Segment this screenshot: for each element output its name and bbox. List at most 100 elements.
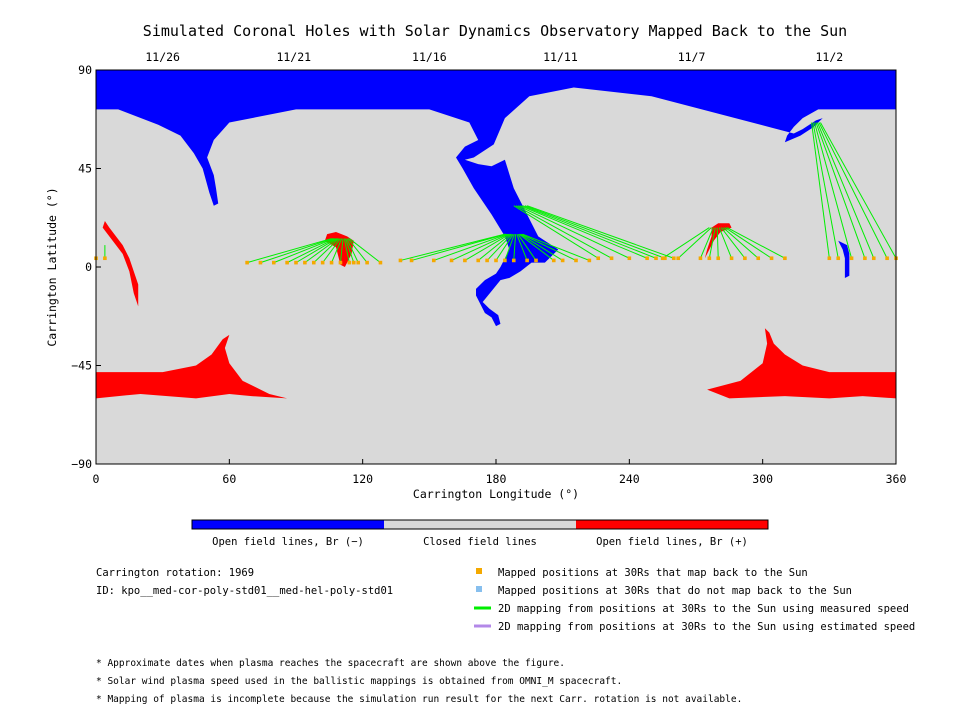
- mapping-line: [273, 238, 335, 264]
- mapped-point: [716, 256, 721, 261]
- legend-marker-square: [476, 568, 482, 574]
- mapped-point: [676, 256, 681, 261]
- date-tick-label: 11/16: [412, 50, 447, 64]
- mapped-point: [587, 258, 592, 263]
- x-tick-label: 60: [222, 472, 236, 486]
- mapping-line: [331, 238, 343, 263]
- date-tick-label: 11/21: [276, 50, 311, 64]
- mapping-line: [708, 227, 716, 259]
- mapped-point: [476, 258, 481, 263]
- mapped-point: [103, 256, 107, 261]
- mapping-line: [677, 227, 712, 259]
- mapped-point: [398, 258, 403, 263]
- open-field-positive-region: [707, 328, 896, 399]
- x-tick-label: 0: [93, 472, 100, 486]
- mapping-line: [699, 227, 714, 259]
- y-axis-label: Carrington Latitude (°): [45, 187, 59, 346]
- date-tick-label: 11/11: [543, 50, 578, 64]
- mapped-point: [351, 260, 356, 265]
- mapped-point: [863, 256, 867, 261]
- mapped-point: [431, 258, 436, 263]
- mapping-line: [345, 238, 355, 263]
- mapping-line: [812, 122, 839, 259]
- open-field-positive-region: [96, 334, 288, 399]
- mapping-line: [400, 233, 506, 261]
- mapping-line: [349, 238, 381, 264]
- mapping-line: [524, 205, 666, 259]
- mapping-line: [260, 238, 333, 264]
- mapping-line: [313, 238, 340, 263]
- y-tick-label: 45: [78, 162, 92, 176]
- mapped-point: [525, 258, 529, 263]
- run-id: ID: kpo__med-cor-poly-std01__med-hel-pol…: [96, 585, 393, 597]
- legend-label: 2D mapping from positions at 30Rs to the…: [498, 603, 909, 615]
- mapping-line: [722, 227, 759, 259]
- mapped-point: [836, 256, 841, 261]
- mapping-line: [718, 227, 733, 259]
- mapping-line: [246, 238, 332, 264]
- mapped-point: [271, 260, 276, 265]
- mapped-point: [245, 260, 249, 265]
- mapping-line: [811, 122, 830, 259]
- mapping-line: [662, 227, 710, 259]
- mapped-point: [849, 256, 854, 261]
- mapped-point: [449, 258, 454, 263]
- mapped-point: [827, 256, 832, 261]
- mapping-line: [517, 233, 537, 261]
- plot-area: [94, 69, 898, 465]
- mapping-line: [411, 233, 507, 261]
- x-axis-label: Carrington Longitude (°): [413, 487, 579, 501]
- mapped-point: [511, 258, 516, 263]
- mapped-point: [560, 258, 565, 263]
- y-tick-label: −90: [71, 457, 92, 471]
- mapped-point: [660, 256, 665, 261]
- mapped-point: [654, 256, 658, 261]
- colorbar-segment: [384, 520, 576, 529]
- date-tick-label: 11/26: [145, 50, 180, 64]
- mapping-line: [520, 205, 648, 259]
- mapping-line: [304, 238, 339, 264]
- mapping-line: [518, 233, 555, 261]
- mapped-point: [347, 260, 352, 265]
- mapping-line: [516, 233, 528, 261]
- mapping-line: [522, 233, 590, 261]
- mapping-line: [818, 122, 888, 259]
- mapped-point: [871, 256, 876, 261]
- open-field-negative-region: [838, 240, 850, 278]
- legend-marker-square: [476, 586, 482, 592]
- x-axis: 0 60 120 180 240 300 360: [93, 459, 906, 486]
- y-tick-label: 0: [85, 260, 92, 274]
- mapping-line: [726, 227, 786, 259]
- mapped-point: [551, 258, 556, 263]
- mapping-line: [814, 122, 853, 259]
- mapping-line: [526, 205, 674, 259]
- mapping-line: [521, 233, 577, 261]
- mapped-point: [769, 256, 774, 261]
- mapping-line: [343, 238, 350, 263]
- mapped-point: [329, 260, 334, 265]
- mapped-point: [485, 258, 489, 263]
- date-tick-label: 11/7: [678, 50, 706, 64]
- mapping-line: [820, 122, 897, 259]
- mapped-point: [698, 256, 703, 261]
- footnote: * Solar wind plasma speed used in the ba…: [96, 676, 622, 687]
- mapping-line: [513, 205, 599, 259]
- mapped-point: [671, 256, 676, 261]
- mapped-point: [320, 260, 325, 265]
- mapping-line: [464, 233, 510, 261]
- mapping-line: [486, 233, 513, 261]
- colorbar-segment: [576, 520, 768, 529]
- mapping-line: [286, 238, 336, 264]
- mapped-point: [707, 256, 712, 261]
- x-tick-label: 240: [619, 472, 640, 486]
- y-axis: −90 −45 0 45 90: [71, 63, 101, 471]
- footnotes: * Approximate dates when plasma reaches …: [96, 658, 742, 705]
- mapping-line: [295, 238, 337, 264]
- mapped-point: [729, 256, 734, 261]
- mapping-line: [477, 233, 512, 261]
- mapping-line: [716, 227, 719, 259]
- mapped-point: [409, 258, 414, 263]
- mapped-point: [378, 260, 383, 265]
- mapped-point: [645, 256, 649, 261]
